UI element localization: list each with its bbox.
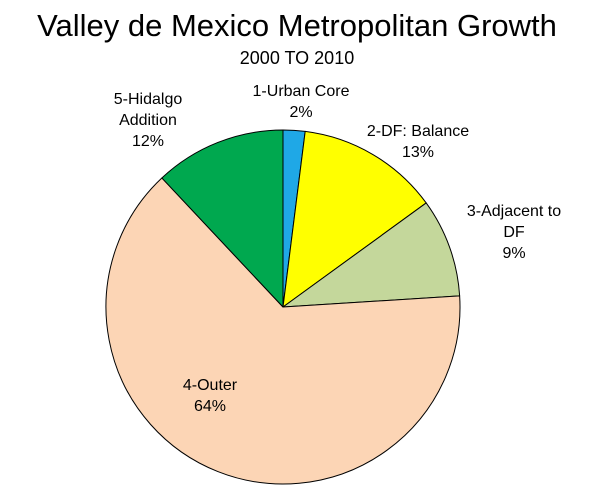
slice-category: 3-Adjacent to [467,203,561,220]
slice-percent: 12% [132,133,164,150]
slice-percent: 9% [502,245,525,262]
pie-slice-2 [282,130,427,308]
slice-label-4: 4-Outer 64% [183,377,238,415]
pie-slice-4 [105,177,461,485]
slice-label-2: 2-DF: Balance 13% [367,123,469,161]
pie-slice-3 [282,202,461,308]
slice-category: 4-Outer [183,377,238,394]
slice-category: 1-Urban Core [253,83,350,100]
chart-title: Valley de Mexico Metropolitan Growth [37,8,557,43]
slice-label-5: 5-Hidalgo Addition 12% [114,91,183,150]
pie-slices [105,129,461,485]
slice-category: 2-DF: Balance [367,123,469,140]
slice-percent: 2% [289,104,312,121]
chart-subtitle: 2000 TO 2010 [240,48,354,68]
slice-category: Addition [119,112,177,129]
slice-percent: 13% [402,144,434,161]
slice-label-3: 3-Adjacent to DF 9% [467,203,561,262]
slice-percent: 64% [194,398,226,415]
slice-category: DF [503,224,525,241]
pie-slice-5 [161,129,284,308]
slice-category: 5-Hidalgo [114,91,183,108]
pie-labels: 1-Urban Core 2% 2-DF: Balance 13% 3-Adjacent… [114,83,561,415]
slice-label-1: 1-Urban Core 2% [253,83,350,121]
